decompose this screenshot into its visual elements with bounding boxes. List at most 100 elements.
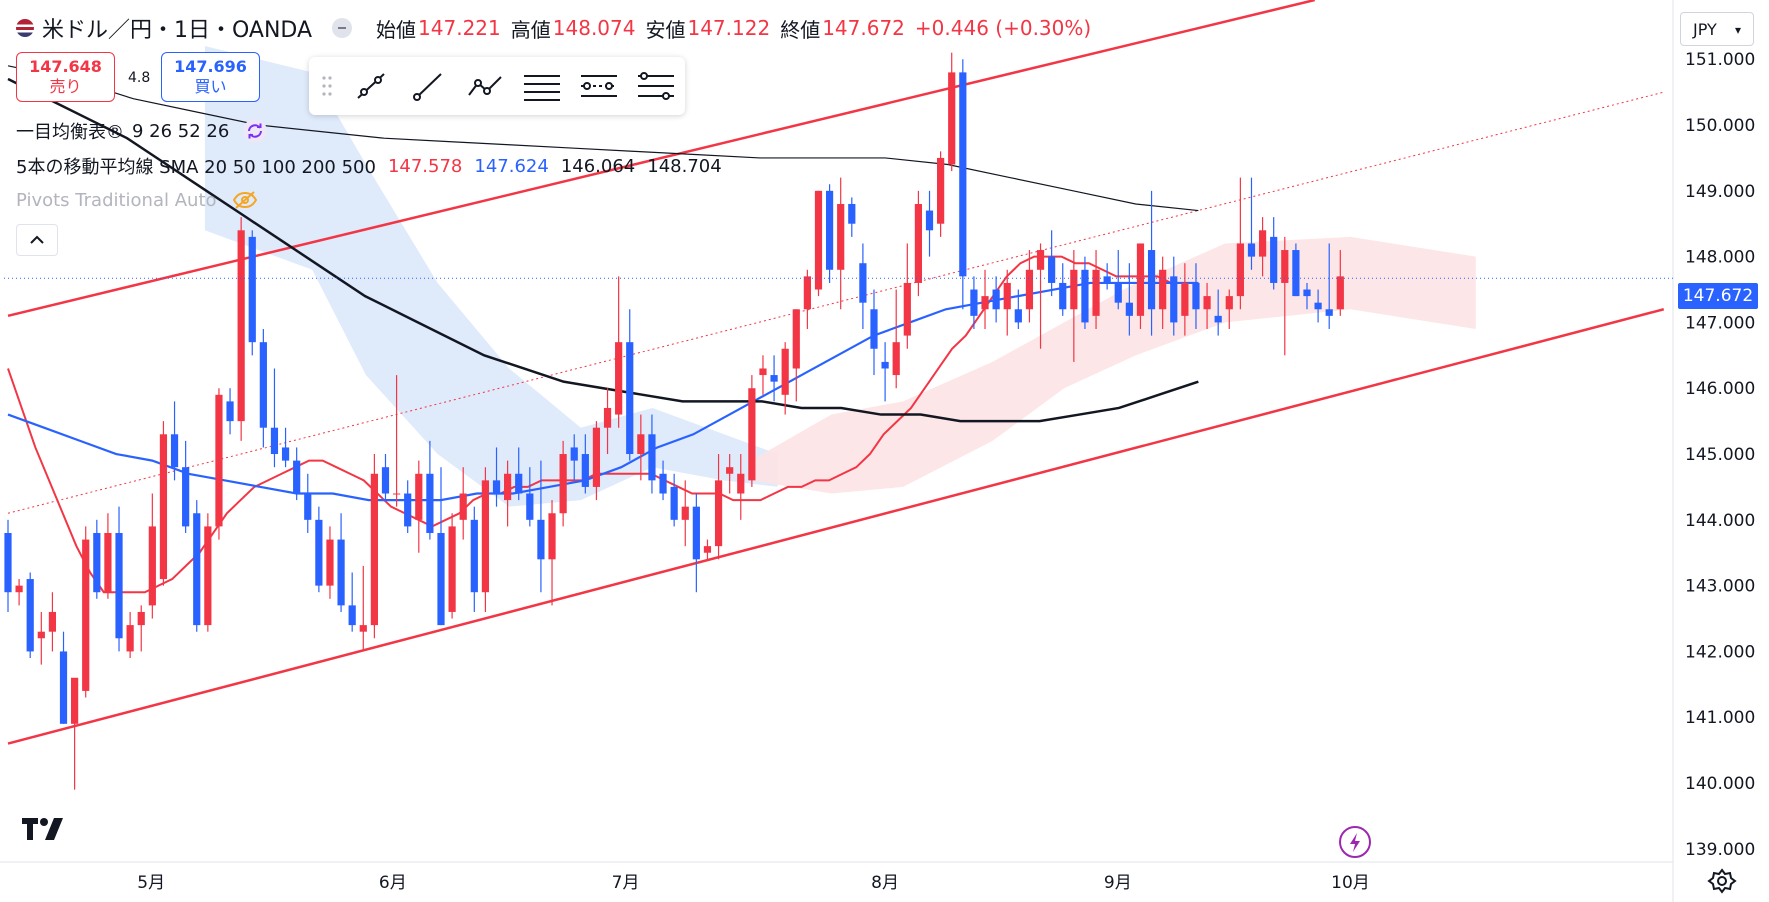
sma50-value: 147.624 (474, 155, 549, 177)
currency-select[interactable]: JPY ▾ (1680, 12, 1754, 46)
candle-body (792, 309, 800, 369)
candle-body (592, 427, 601, 487)
candle-body (415, 473, 423, 520)
candle-body (381, 467, 390, 494)
candle-body (881, 361, 889, 369)
candle-body (481, 480, 490, 593)
candle-body (714, 480, 723, 547)
y-tick-label: 142.000 (1685, 642, 1755, 662)
drawing-toolbar (309, 57, 685, 115)
sma-legend[interactable]: 5本の移動平均線 SMA 20 50 100 200 500 147.578 1… (16, 153, 722, 179)
candle-body (515, 473, 523, 494)
candle-body (670, 486, 678, 520)
candle-body (1048, 256, 1056, 283)
polyline-icon[interactable] (465, 67, 505, 105)
candle-body (237, 230, 245, 422)
candle-body (470, 519, 478, 593)
candle-body (1070, 269, 1078, 310)
candle-body (1147, 250, 1156, 310)
candle-body (1336, 276, 1344, 310)
pivots-legend[interactable]: Pivots Traditional Auto (16, 189, 259, 211)
channel-lower-line (7, 308, 1665, 745)
candle-body (992, 289, 1000, 310)
eye-hidden-icon[interactable] (231, 189, 259, 211)
y-tick-label: 148.000 (1685, 248, 1755, 268)
ichimoku-legend[interactable]: 一目均衡表® 9 26 52 26 (16, 118, 268, 144)
candle-body (748, 388, 756, 481)
ichimoku-name: 一目均衡表® (16, 122, 124, 143)
buy-button[interactable]: 147.696 買い (161, 52, 260, 102)
drag-handle-icon[interactable] (321, 75, 333, 97)
candle-body (937, 157, 945, 224)
y-tick-label: 143.000 (1685, 577, 1755, 597)
parallel-channel-icon[interactable] (522, 67, 562, 105)
sma200-value: 146.064 (560, 155, 636, 177)
lightning-icon[interactable] (1339, 826, 1371, 858)
candle-body (1281, 250, 1289, 283)
high-value: 148.074 (552, 16, 636, 40)
candle-body (315, 519, 323, 586)
candle-body (270, 427, 279, 455)
cloud-bullish (750, 236, 1476, 494)
candle-body (925, 210, 934, 231)
candle-body (93, 532, 101, 593)
candlesticks (4, 52, 1344, 790)
cloud-bearish (204, 46, 778, 507)
collapse-legend-button[interactable] (16, 224, 58, 256)
us-flag-icon (16, 19, 34, 37)
ray-icon[interactable] (408, 67, 448, 105)
candle-body (1125, 302, 1133, 316)
candle-body (559, 454, 567, 514)
channel-upper-line (7, 0, 1315, 318)
candle-body (337, 539, 345, 606)
y-tick-label: 146.000 (1685, 379, 1755, 399)
candle-body (659, 473, 667, 494)
x-tick-label: 8月 (871, 873, 899, 893)
candle-body (648, 434, 656, 481)
hide-icon[interactable] (332, 18, 353, 38)
candle-body (182, 467, 190, 527)
candle-body (48, 611, 57, 632)
candle-body (825, 190, 834, 270)
x-tick-label: 9月 (1104, 873, 1132, 893)
fib-retracement-icon[interactable] (636, 67, 676, 105)
ichimoku-params: 9 26 52 26 (132, 120, 230, 142)
candle-body (1214, 315, 1222, 323)
buy-price: 147.696 (174, 57, 247, 76)
candle-body (404, 493, 412, 527)
settings-icon[interactable] (1707, 866, 1737, 896)
candle-body (1159, 269, 1167, 310)
candle-body (981, 296, 989, 310)
candle-body (1325, 309, 1333, 316)
candle-body (504, 473, 512, 501)
sell-button[interactable]: 147.648 売り (16, 52, 115, 102)
candle-body (814, 190, 823, 290)
regression-trend-icon[interactable] (579, 67, 619, 105)
candle-body (37, 631, 45, 639)
y-tick-label: 145.000 (1685, 445, 1755, 465)
y-tick-label: 150.000 (1685, 116, 1755, 136)
candle-body (215, 394, 223, 527)
x-tick-label: 7月 (612, 873, 640, 893)
candle-body (615, 342, 623, 415)
candle-body (903, 282, 911, 336)
candle-body (1314, 302, 1322, 310)
sma50-line (7, 281, 1199, 502)
sma500-line (7, 65, 1199, 212)
symbol-title[interactable]: 米ドル／円・1日・OANDA (42, 18, 313, 43)
pivots-name: Pivots Traditional Auto (16, 189, 217, 211)
candle-body (537, 519, 545, 560)
candle-body (970, 289, 978, 316)
low-value: 147.122 (687, 16, 771, 40)
y-tick-label: 144.000 (1685, 511, 1755, 531)
candle-body (892, 342, 900, 376)
low-label: 安値 (645, 17, 686, 42)
candle-body (948, 72, 956, 165)
candle-body (492, 480, 501, 494)
trend-line-icon[interactable] (351, 67, 391, 105)
refresh-icon[interactable] (243, 119, 268, 143)
candle-body (770, 375, 778, 382)
candle-body (1192, 282, 1200, 310)
candle-body (137, 611, 145, 626)
